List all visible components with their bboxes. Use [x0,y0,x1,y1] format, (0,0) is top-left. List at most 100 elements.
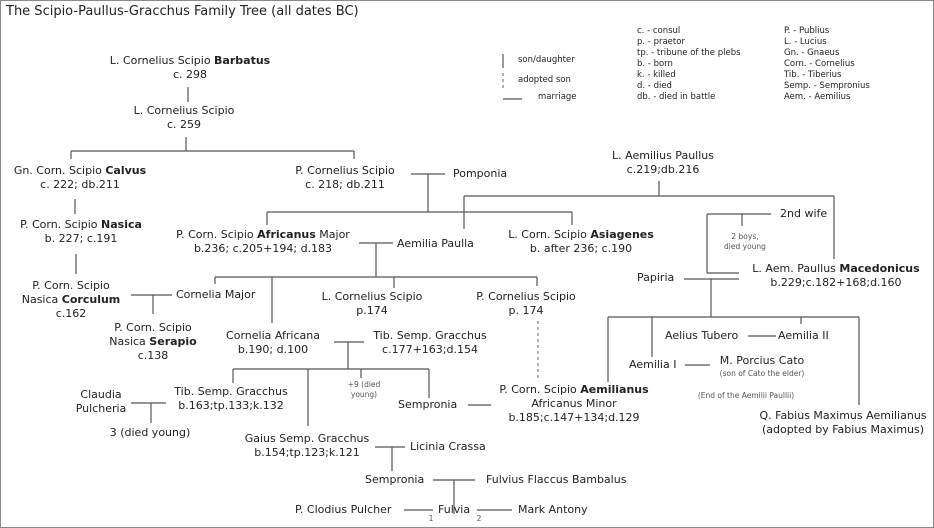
diagram-title: The Scipio-Paullus-Gracchus Family Tree … [6,4,359,19]
legend-marriage: marriage [538,92,577,102]
node-line: Tib. Semp. Gracchus [373,329,486,343]
node-line: L. Cornelius Scipio Barbatus [110,54,270,68]
legend-abbreviation: k. - killed [637,70,676,80]
person-aemilia1: Aemilia I [629,358,676,372]
node-text: L. Aemilius Paullus [612,149,714,162]
person-corneliamajor: Cornelia Major [176,288,255,302]
node-text: P. Corn. Scipio [176,228,258,241]
node-line: b.190; d.100 [226,343,320,357]
node-line: 2 [477,514,482,524]
node-text: L. Aem. Paullus [752,262,840,275]
person-nasica: P. Corn. Scipio Nasica b. 227; c.191 [20,218,142,246]
node-text: c.162 [55,307,87,320]
node-text: died young [724,242,766,251]
legend-abbreviation: tp. - tribune of the plebs [637,48,741,58]
node-text: Aemilia I [629,358,677,371]
person-aemiliapaulla: Aemilia Paulla [397,237,474,251]
node-text: b.185;c.147+134;d.129 [508,411,640,424]
node-line: L. Cornelius Scipio [134,104,235,118]
node-text: Africanus Minor [531,397,617,410]
node-line: b.154;tp.123;k.121 [245,446,370,460]
node-line: Aelius Tubero [665,329,738,343]
node-line: Papiria [637,271,674,285]
person-antony: Mark Antony [518,503,588,517]
node-line: L. Aem. Paullus Macedonicus [752,262,919,276]
person-calvus: Gn. Corn. Scipio Calvus c. 222; db.211 [14,164,146,192]
node-line: P. Corn. Scipio Africanus Major [176,228,350,242]
node-text: Cornelia Major [176,288,256,301]
node-text: c. 218; db.211 [305,178,385,191]
node-text: c. 222; db.211 [40,178,120,191]
node-text: P. Corn. Scipio [114,321,192,334]
node-line: b.163;tp.133;k.132 [174,399,287,413]
node-line: died young [724,242,766,252]
node-text: Nasica [109,335,150,348]
cognomen: Nasica [101,218,142,231]
node-line: L. Cornelius Scipio [322,290,423,304]
person-gaius: Gaius Semp. Gracchus b.154;tp.123;k.121 [245,432,370,460]
node-line: young) [348,390,381,400]
node-text: b.154;tp.123;k.121 [254,446,360,459]
node-line: Fulvia [438,503,470,517]
node-text: L. Corn. Scipio [508,228,591,241]
cognomen: Aemilianus [580,383,649,396]
cognomen: Serapio [149,335,197,348]
person-plus9: +9 (died young) [348,380,381,400]
node-text: P. Corn. Scipio [20,218,102,231]
node-text: (son of Cato the elder) [719,369,805,378]
node-line: Sempronia [398,398,457,412]
node-text: Sempronia [365,473,425,486]
person-africana: Cornelia Africana b.190; d.100 [226,329,320,357]
cognomen: Calvus [105,164,147,177]
node-line: c.138 [109,349,196,363]
node-line: P. Corn. Scipio [109,321,196,335]
node-line: Nasica Corculum [22,293,121,307]
node-line: (son of Cato the elder) [720,369,805,379]
legend-abbreviation: Tib. - Tiberius [784,70,842,80]
node-text: Claudia [80,388,122,401]
person-boys: 2 boys, died young [724,232,766,252]
node-text: c.219;db.216 [626,163,700,176]
person-corculum: P. Corn. Scipio Nasica Corculum c.162 [22,279,121,321]
node-text: b.236; c.205+194; d.183 [193,242,333,255]
node-text: Gn. Corn. Scipio [13,164,106,177]
person-pcs174: P. Cornelius Scipio p. 174 [476,290,576,318]
node-text: Papiria [637,271,675,284]
node-line: Cornelia Major [176,288,255,302]
person-tibsg: Tib. Semp. Gracchus c.177+163;d.154 [373,329,486,357]
node-line: 2 boys, [724,232,766,242]
node-text: c.138 [137,349,169,362]
node-line: Nasica Serapio [109,335,196,349]
node-text: Q. Fabius Maximus Aemilianus [759,409,927,422]
node-text: b.163;tp.133;k.132 [178,399,284,412]
cognomen: Macedonicus [839,262,920,275]
legend-abbreviation: d. - died [637,81,672,91]
legend-abbreviation: p. - praetor [637,37,685,47]
node-line: (adopted by Fabius Maximus) [759,423,926,437]
node-line: c. 298 [110,68,270,82]
node-text: P. Cornelius Scipio [295,164,395,177]
cognomen: Africanus [257,228,316,241]
node-text: Tib. Semp. Gracchus [174,385,288,398]
node-text: L. Cornelius Scipio [133,104,235,117]
node-text: L. Cornelius Scipio [109,54,215,67]
person-marriage2: 2 [477,514,482,524]
node-line: Sempronia [365,473,424,487]
person-papiria: Papiria [637,271,674,285]
node-line: Licinia Crassa [410,440,486,454]
node-line: Fulvius Flaccus Bambalus [486,473,626,487]
node-line: Gaius Semp. Gracchus [245,432,370,446]
legend-abbreviation: L. - Lucius [784,37,827,47]
person-wife2: 2nd wife [780,207,827,221]
node-line: p. 174 [476,304,576,318]
node-text: 2 [476,514,482,523]
node-line: c.219;db.216 [612,163,714,177]
node-line: Pomponia [453,167,507,181]
person-aemilius: L. Aemilius Paullus c.219;db.216 [612,149,714,177]
node-text: b.190; d.100 [237,343,309,356]
node-text: 1 [428,514,434,523]
node-line: Cornelia Africana [226,329,320,343]
person-endnote: (End of the Aemilii Paullii) [698,391,794,401]
node-line: c. 218; db.211 [295,178,395,192]
node-text: Pomponia [453,167,508,180]
